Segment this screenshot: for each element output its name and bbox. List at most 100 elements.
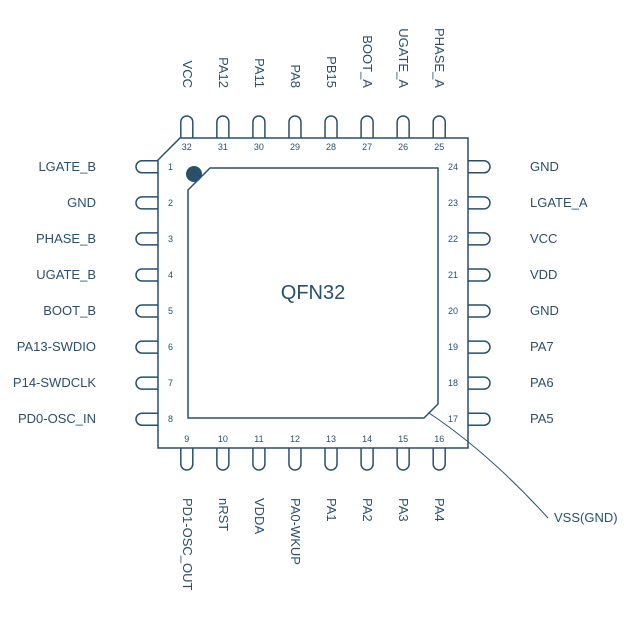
pin-stub: [361, 448, 373, 470]
pin-number: 27: [362, 142, 372, 152]
pin-label: PA0-WKUP: [288, 498, 303, 565]
qfn32-pinout-diagram: QFN32 1 LGATE_B 2 GND 3 PHASE_B 4 UGATE_B 5 BOOT_B…: [0, 0, 624, 622]
pin-label: UGATE_B: [36, 267, 96, 282]
pin-stub: [136, 377, 158, 389]
pin-stub: [136, 305, 158, 317]
pin-number: 24: [448, 162, 458, 172]
pin-number: 29: [290, 142, 300, 152]
pin-stub: [253, 116, 265, 138]
pin-label: VDDA: [252, 498, 267, 534]
pin-stub: [468, 413, 490, 425]
pin-stub: [468, 161, 490, 173]
pin-stub: [289, 116, 301, 138]
pin-label: PHASE_B: [36, 231, 96, 246]
pin-stub: [468, 269, 490, 281]
pin1-dot: [186, 166, 202, 182]
pin-stub: [136, 341, 158, 353]
pin-label: PD0-OSC_IN: [18, 411, 96, 426]
pin-label: PA5: [530, 411, 554, 426]
pin-number: 26: [398, 142, 408, 152]
pin-stub: [289, 448, 301, 470]
pin-stub: [468, 233, 490, 245]
pin-stub: [217, 116, 229, 138]
pin-label: PB15: [324, 56, 339, 88]
pin-number: 10: [218, 434, 228, 444]
pin-stub: [181, 448, 193, 470]
pin-label: P14-SWDCLK: [13, 375, 96, 390]
pin-label: PA1: [324, 498, 339, 522]
pin-number: 6: [168, 342, 173, 352]
pin-label: UGATE_A: [396, 28, 411, 88]
pin-number: 31: [218, 142, 228, 152]
pin-number: 13: [326, 434, 336, 444]
pin-label: VCC: [180, 61, 195, 88]
pin-label: PA2: [360, 498, 375, 522]
pin-stub: [136, 197, 158, 209]
pin-label: BOOT_A: [360, 35, 375, 88]
pin-stub: [361, 116, 373, 138]
pin-stub: [468, 377, 490, 389]
pin-label: PA13-SWDIO: [17, 339, 96, 354]
pin-number: 21: [448, 270, 458, 280]
vss-note: VSS(GND): [554, 510, 618, 525]
pin-number: 23: [448, 198, 458, 208]
pin-stub: [397, 116, 409, 138]
pin-number: 7: [168, 378, 173, 388]
pin-number: 22: [448, 234, 458, 244]
pin-number: 17: [448, 414, 458, 424]
pin-number: 2: [168, 198, 173, 208]
pin-stub: [253, 448, 265, 470]
pin-stub: [136, 233, 158, 245]
pin-label: PD1-OSC_OUT: [180, 498, 195, 591]
pin-label: LGATE_A: [530, 195, 588, 210]
pin-number: 9: [184, 434, 189, 444]
pin-number: 1: [168, 162, 173, 172]
pin-number: 32: [182, 142, 192, 152]
pin-stub: [468, 197, 490, 209]
pin-stub: [136, 413, 158, 425]
pin-label: PA11: [252, 58, 267, 88]
pin-label: PHASE_A: [432, 28, 447, 88]
pin-stub: [468, 305, 490, 317]
pin-label: VDD: [530, 267, 557, 282]
pin-label: PA6: [530, 375, 554, 390]
pin-label: PA4: [432, 498, 447, 522]
pin-number: 8: [168, 414, 173, 424]
pin-stub: [397, 448, 409, 470]
pin-stub: [325, 448, 337, 470]
pin-stub: [433, 448, 445, 470]
pin-stub: [181, 116, 193, 138]
pin-number: 5: [168, 306, 173, 316]
pin-number: 12: [290, 434, 300, 444]
pin-label: LGATE_B: [38, 159, 96, 174]
pin-stub: [468, 341, 490, 353]
pin-number: 16: [434, 434, 444, 444]
pin-label: nRST: [216, 498, 231, 531]
pin-stub: [433, 116, 445, 138]
pin-label: GND: [67, 195, 96, 210]
pin-label: VCC: [530, 231, 557, 246]
pin-number: 4: [168, 270, 173, 280]
pin-label: PA3: [396, 498, 411, 522]
pin-number: 30: [254, 142, 264, 152]
pin-label: GND: [530, 159, 559, 174]
pin-label: BOOT_B: [43, 303, 96, 318]
pin-number: 11: [254, 434, 263, 444]
pin-stub: [136, 269, 158, 281]
pin-number: 18: [448, 378, 458, 388]
pin-number: 15: [398, 434, 408, 444]
pin-label: PA7: [530, 339, 554, 354]
pin-stub: [325, 116, 337, 138]
pin-number: 3: [168, 234, 173, 244]
pin-number: 25: [434, 142, 444, 152]
pin-stub: [136, 161, 158, 173]
package-name: QFN32: [281, 282, 345, 304]
pin-number: 28: [326, 142, 336, 152]
pin-label: GND: [530, 303, 559, 318]
pin-stub: [217, 448, 229, 470]
pin-label: PA12: [216, 57, 231, 88]
pin-label: PA8: [288, 64, 303, 88]
pin-number: 20: [448, 306, 458, 316]
pin-number: 14: [362, 434, 372, 444]
pin-number: 19: [448, 342, 458, 352]
